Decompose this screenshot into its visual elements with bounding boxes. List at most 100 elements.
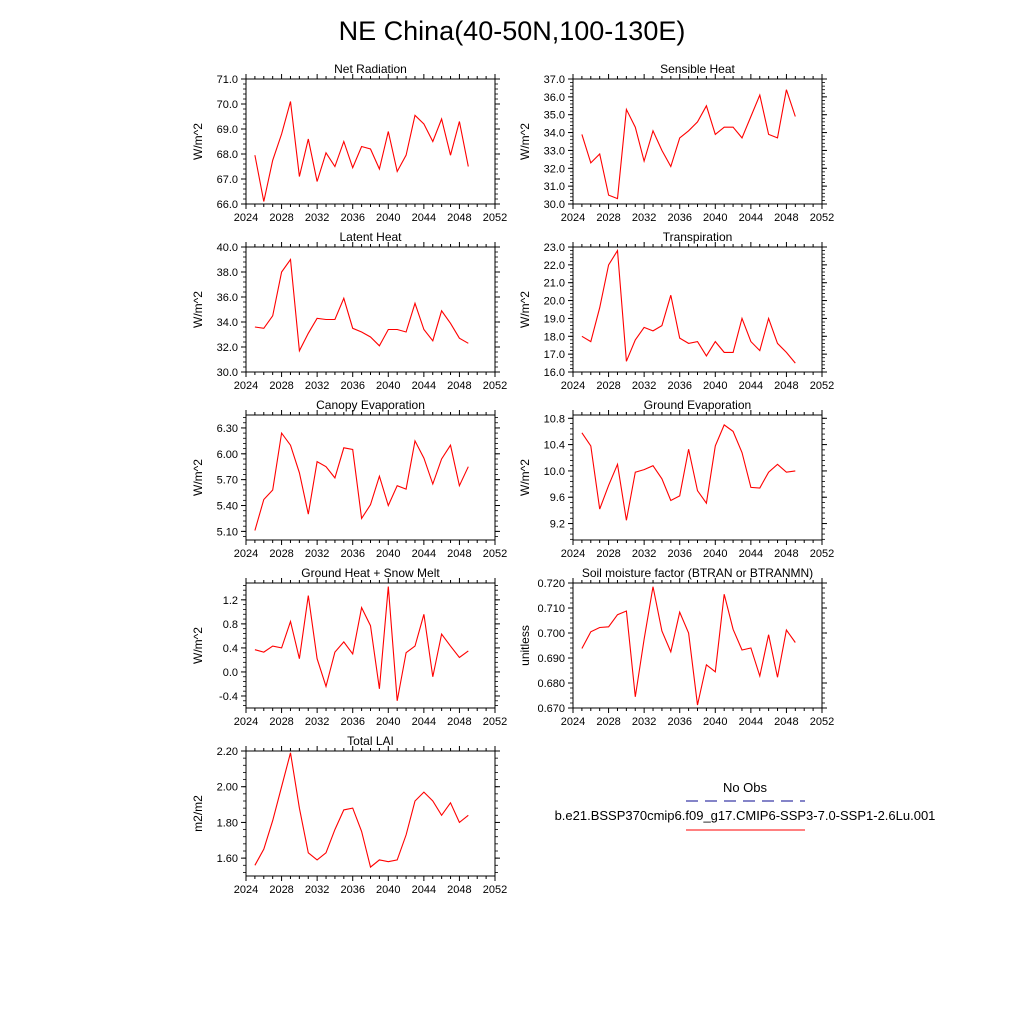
series-line: [254, 586, 469, 701]
x-tick-label: 2024: [561, 548, 585, 560]
y-tick-label: 33.0: [544, 145, 565, 157]
x-tick-label: 2040: [703, 212, 727, 224]
plot-frame: [245, 582, 496, 709]
y-tick-label: 10.8: [544, 413, 565, 425]
x-tick-label: 2036: [340, 212, 364, 224]
y-tick-label: 10.4: [544, 440, 565, 452]
x-tick-label: 2024: [561, 380, 585, 392]
y-tick-label: 66.0: [217, 199, 238, 211]
x-tick-label: 2040: [703, 380, 727, 392]
y-tick-label: 0.720: [537, 578, 565, 590]
y-tick-label: 70.0: [217, 99, 238, 111]
x-tick-label: 2040: [376, 884, 400, 896]
y-tick-label: 16.0: [544, 367, 565, 379]
x-tick-label: 2052: [483, 380, 507, 392]
y-axis-label: W/m^2: [518, 459, 532, 496]
panel-5: Canopy Evaporation 2024 2028 2032 2036 2040 20…: [191, 398, 507, 560]
panel-6: Ground Evaporation 2024 2028 2032 2036 2040 20…: [518, 398, 834, 560]
x-tick-label: 2048: [774, 716, 798, 728]
panel-title: Sensible Heat: [660, 62, 735, 76]
x-tick-label: 2048: [774, 380, 798, 392]
x-tick-label: 2040: [703, 548, 727, 560]
plot-frame: [245, 78, 496, 205]
y-tick-label: 1.2: [223, 595, 238, 607]
x-tick-label: 2052: [810, 212, 834, 224]
y-tick-label: 23.0: [544, 242, 565, 254]
y-axis-label: unitless: [518, 625, 532, 666]
y-tick-label: 5.10: [217, 526, 238, 538]
series-line: [581, 424, 796, 521]
y-tick-label: 6.30: [217, 423, 238, 435]
series-line: [254, 752, 469, 869]
y-tick-label: 0.670: [537, 703, 565, 715]
y-tick-label: 20.0: [544, 296, 565, 308]
panel-8: Soil moisture factor (BTRAN or BTRANMN) 2…: [518, 566, 834, 728]
y-tick-label: 0.4: [223, 643, 238, 655]
series-line: [254, 257, 469, 353]
y-tick-label: 68.0: [217, 149, 238, 161]
plot-frame: [572, 582, 823, 709]
y-tick-label: 5.70: [217, 475, 238, 487]
y-tick-label: 34.0: [217, 317, 238, 329]
x-tick-label: 2048: [447, 380, 471, 392]
x-tick-label: 2028: [269, 548, 293, 560]
x-tick-label: 2040: [376, 212, 400, 224]
plot-frame: [245, 750, 496, 877]
x-tick-label: 2032: [305, 716, 329, 728]
x-tick-label: 2048: [774, 548, 798, 560]
x-tick-label: 2028: [269, 380, 293, 392]
y-tick-label: 35.0: [544, 110, 565, 122]
y-tick-label: 5.40: [217, 501, 238, 513]
x-tick-label: 2052: [810, 548, 834, 560]
y-tick-label: 36.0: [217, 292, 238, 304]
x-tick-label: 2036: [667, 548, 691, 560]
panel-7: Ground Heat + Snow Melt 2024 2028 2032 2036 2…: [191, 566, 507, 728]
y-tick-label: 2.20: [217, 746, 238, 758]
y-tick-label: 38.0: [217, 267, 238, 279]
x-tick-label: 2044: [739, 716, 763, 728]
x-tick-label: 2040: [703, 716, 727, 728]
x-tick-label: 2044: [412, 548, 436, 560]
y-tick-label: 0.0: [223, 667, 238, 679]
legend-obs-label: No Obs: [723, 780, 768, 795]
series-line: [254, 431, 469, 531]
x-tick-label: 2040: [376, 716, 400, 728]
panels: Net Radiation 2024 2028 2032 2036 2040 2044 204…: [191, 62, 834, 896]
y-tick-label: 19.0: [544, 313, 565, 325]
x-tick-label: 2036: [667, 212, 691, 224]
y-tick-label: -0.4: [219, 691, 238, 703]
panel-9: Total LAI 2024 2028 2032 2036 2040 2044 2048 205…: [191, 734, 507, 896]
x-tick-label: 2032: [305, 380, 329, 392]
x-tick-label: 2028: [269, 212, 293, 224]
x-tick-label: 2032: [632, 716, 656, 728]
x-tick-label: 2048: [447, 548, 471, 560]
series-line: [581, 248, 796, 364]
x-tick-label: 2032: [305, 548, 329, 560]
x-tick-label: 2036: [340, 716, 364, 728]
panel-2: Sensible Heat 2024 2028 2032 2036 2040 2044 204…: [518, 62, 834, 224]
y-tick-label: 31.0: [544, 181, 565, 193]
plot-frame: [245, 246, 496, 373]
y-tick-label: 21.0: [544, 278, 565, 290]
y-tick-label: 22.0: [544, 260, 565, 272]
x-tick-label: 2028: [269, 884, 293, 896]
y-tick-label: 9.6: [550, 492, 565, 504]
y-tick-label: 0.690: [537, 653, 565, 665]
panel-3: Latent Heat 2024 2028 2032 2036 2040 2044 2048 2…: [191, 230, 507, 392]
figure-title: NE China(40-50N,100-130E): [339, 16, 686, 46]
y-tick-label: 67.0: [217, 174, 238, 186]
x-tick-label: 2032: [632, 212, 656, 224]
x-tick-label: 2052: [483, 716, 507, 728]
y-tick-label: 1.80: [217, 817, 238, 829]
y-axis-label: W/m^2: [191, 123, 205, 160]
y-tick-label: 0.680: [537, 678, 565, 690]
y-tick-label: 9.2: [550, 519, 565, 531]
y-tick-label: 0.8: [223, 619, 238, 631]
y-axis-label: W/m^2: [191, 291, 205, 328]
y-tick-label: 32.0: [544, 163, 565, 175]
y-tick-label: 40.0: [217, 242, 238, 254]
panel-4: Transpiration 2024 2028 2032 2036 2040 2044 204…: [518, 230, 834, 392]
y-tick-label: 0.710: [537, 603, 565, 615]
x-tick-label: 2044: [412, 212, 436, 224]
